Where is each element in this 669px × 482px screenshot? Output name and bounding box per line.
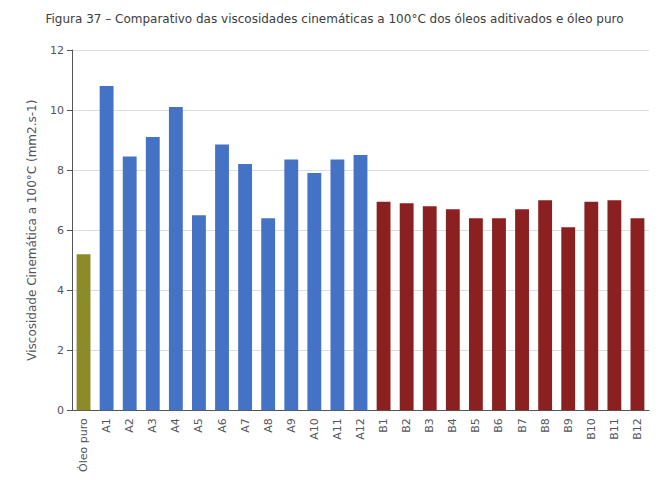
svg-text:6: 6 xyxy=(57,224,64,237)
svg-text:12: 12 xyxy=(50,44,64,57)
svg-text:B2: B2 xyxy=(400,418,413,433)
svg-text:4: 4 xyxy=(57,284,64,297)
svg-text:2: 2 xyxy=(57,344,64,357)
svg-text:B3: B3 xyxy=(423,418,436,433)
svg-text:B8: B8 xyxy=(539,418,552,433)
svg-text:A11: A11 xyxy=(331,418,344,440)
svg-text:A10: A10 xyxy=(308,418,321,440)
svg-text:B5: B5 xyxy=(469,418,482,433)
svg-text:A8: A8 xyxy=(262,418,275,433)
svg-text:A4: A4 xyxy=(169,418,182,433)
svg-text:Viscosidade Cinemática a 100°C: Viscosidade Cinemática a 100°C (mm2.s-1) xyxy=(25,100,39,361)
svg-text:Figura 37 – Comparativo das vi: Figura 37 – Comparativo das viscosidades… xyxy=(45,12,623,26)
svg-text:B7: B7 xyxy=(516,418,529,433)
svg-text:B1: B1 xyxy=(377,418,390,433)
svg-text:0: 0 xyxy=(57,404,64,417)
svg-text:10: 10 xyxy=(50,104,64,117)
svg-text:B10: B10 xyxy=(585,418,598,440)
svg-text:A7: A7 xyxy=(239,418,252,433)
svg-text:8: 8 xyxy=(57,164,64,177)
svg-text:B12: B12 xyxy=(631,418,644,440)
svg-text:A1: A1 xyxy=(100,418,113,433)
svg-text:A2: A2 xyxy=(123,418,136,433)
svg-text:B11: B11 xyxy=(608,418,621,440)
svg-text:A9: A9 xyxy=(285,418,298,433)
svg-text:Óleo puro: Óleo puro xyxy=(77,418,90,472)
svg-text:B9: B9 xyxy=(562,418,575,433)
svg-text:B6: B6 xyxy=(492,418,505,433)
svg-text:A5: A5 xyxy=(192,418,205,433)
svg-text:A3: A3 xyxy=(146,418,159,433)
svg-text:A12: A12 xyxy=(354,418,367,440)
svg-text:A6: A6 xyxy=(216,418,229,433)
svg-text:B4: B4 xyxy=(446,418,459,433)
